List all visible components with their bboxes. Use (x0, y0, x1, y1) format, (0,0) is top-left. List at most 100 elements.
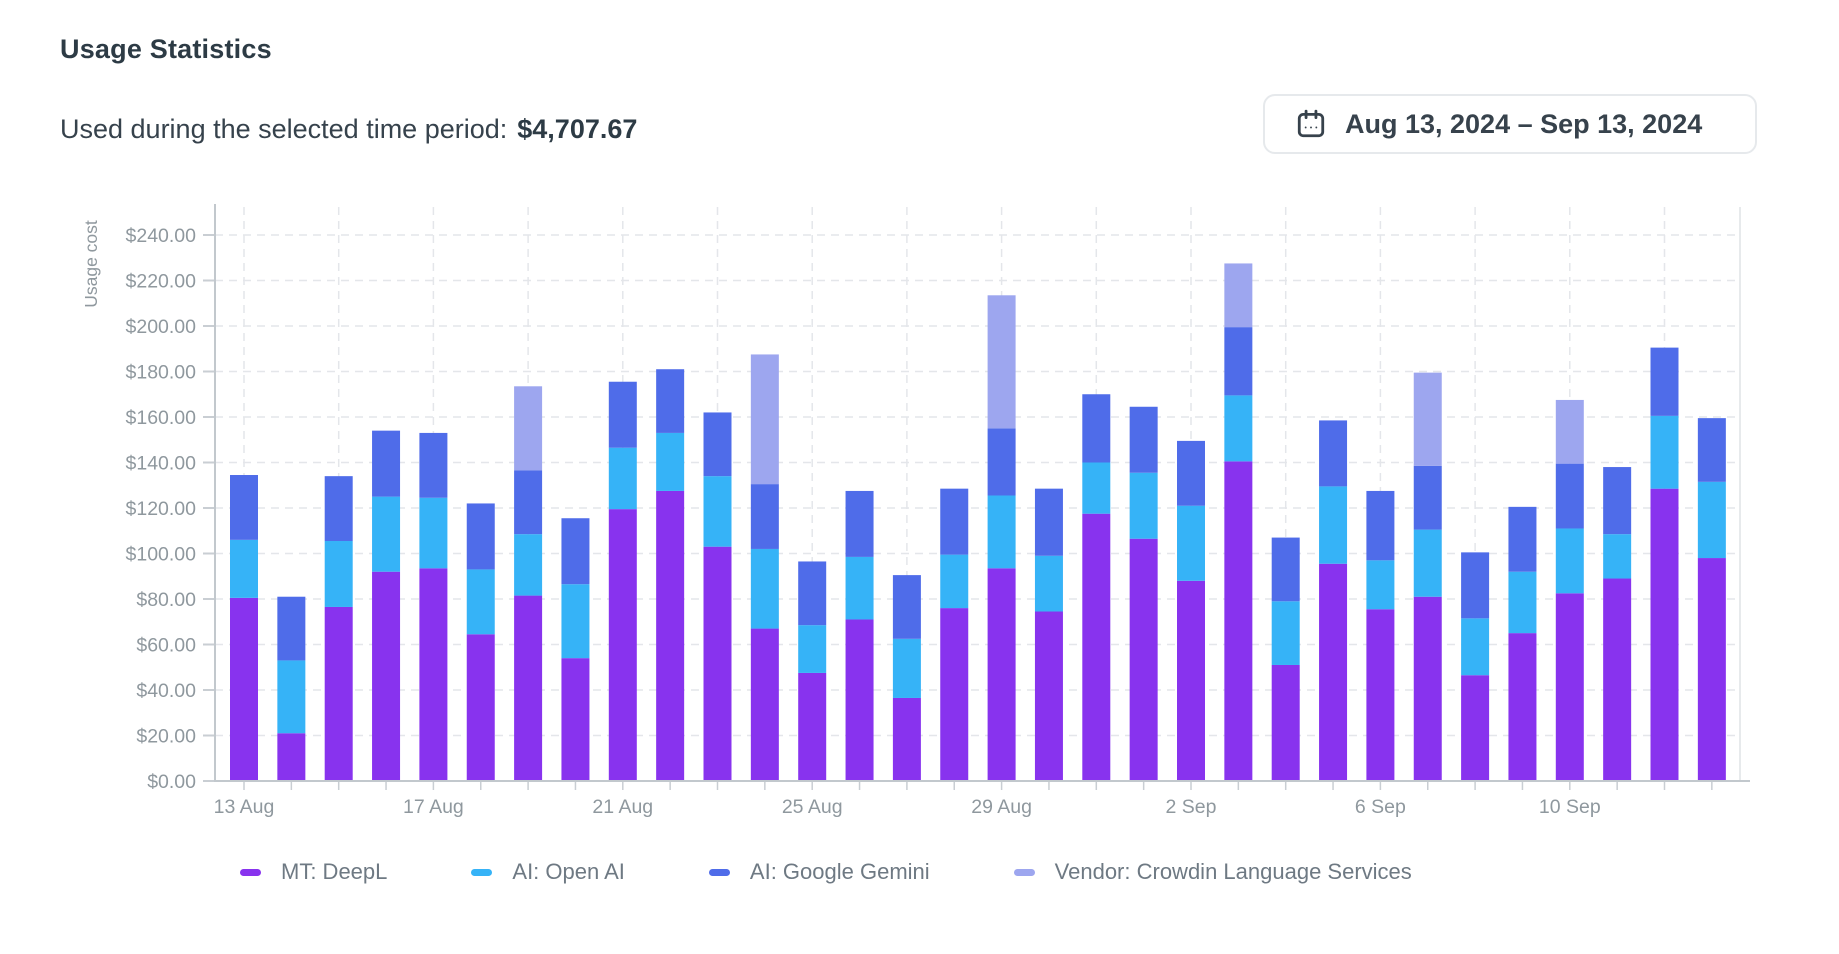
bar-segment[interactable] (1177, 505, 1205, 581)
bar-segment[interactable] (277, 596, 306, 661)
bar-segment[interactable] (845, 490, 874, 557)
bar-segment[interactable] (1129, 472, 1158, 539)
bar-segment[interactable] (1461, 618, 1490, 676)
bar-segment[interactable] (1697, 558, 1726, 781)
bar-segment[interactable] (1082, 462, 1111, 514)
legend-item-1[interactable]: MT: DeepL (240, 859, 387, 885)
bar-segment[interactable] (656, 369, 685, 433)
bar-segment[interactable] (1319, 563, 1348, 781)
bar-segment[interactable] (798, 561, 827, 626)
bar-segment[interactable] (1366, 609, 1395, 781)
bar-segment[interactable] (372, 571, 401, 781)
bar-segment[interactable] (514, 386, 543, 471)
bar-segment[interactable] (1697, 418, 1726, 482)
bar-segment[interactable] (608, 447, 637, 510)
bar-segment[interactable] (324, 476, 353, 541)
bar-segment[interactable] (1413, 529, 1442, 597)
bar-segment[interactable] (230, 539, 258, 598)
bar-segment[interactable] (987, 568, 1016, 781)
bar-segment[interactable] (324, 540, 353, 607)
bar-segment[interactable] (1650, 347, 1679, 416)
bar-segment[interactable] (1082, 513, 1111, 781)
bar-segment[interactable] (1413, 465, 1442, 530)
bar-segment[interactable] (1366, 490, 1395, 561)
bar-segment[interactable] (324, 606, 353, 781)
bar-segment[interactable] (656, 490, 685, 781)
bar-segment[interactable] (656, 432, 685, 491)
bar-segment[interactable] (514, 595, 543, 781)
bar-segment[interactable] (1129, 406, 1158, 473)
bar-segment[interactable] (1129, 538, 1158, 781)
bar-segment[interactable] (1034, 611, 1063, 781)
bar-segment[interactable] (798, 672, 827, 781)
bar-segment[interactable] (750, 548, 779, 629)
bar-segment[interactable] (1603, 534, 1632, 579)
bar-segment[interactable] (372, 430, 401, 497)
legend-item-4[interactable]: Vendor: Crowdin Language Services (1013, 859, 1412, 885)
bar-segment[interactable] (1508, 633, 1537, 781)
bar-segment[interactable] (1319, 486, 1348, 564)
bar-segment[interactable] (1034, 488, 1063, 556)
bar-segment[interactable] (703, 546, 732, 781)
bar-segment[interactable] (1271, 537, 1300, 602)
bar-segment[interactable] (1697, 481, 1726, 559)
bar-segment[interactable] (561, 518, 590, 585)
bar-segment[interactable] (419, 497, 448, 569)
bar-segment[interactable] (277, 660, 306, 734)
bar-segment[interactable] (230, 475, 258, 540)
legend-item-2[interactable]: AI: Open AI (471, 859, 625, 885)
bar-segment[interactable] (1461, 552, 1490, 619)
bar-segment[interactable] (1319, 420, 1348, 487)
bar-segment[interactable] (845, 556, 874, 620)
bar-segment[interactable] (940, 488, 969, 555)
bar-segment[interactable] (514, 470, 543, 535)
legend-item-3[interactable]: AI: Google Gemini (708, 859, 930, 885)
bar-segment[interactable] (987, 295, 1016, 429)
bar-segment[interactable] (1366, 560, 1395, 610)
bar-segment[interactable] (987, 495, 1016, 569)
bar-segment[interactable] (1650, 415, 1679, 489)
bar-segment[interactable] (419, 568, 448, 781)
bar-segment[interactable] (1650, 488, 1679, 781)
bar-segment[interactable] (703, 412, 732, 477)
bar-segment[interactable] (1413, 372, 1442, 466)
bar-segment[interactable] (608, 381, 637, 448)
bar-segment[interactable] (1603, 578, 1632, 781)
bar-segment[interactable] (1508, 506, 1537, 572)
bar-segment[interactable] (1413, 596, 1442, 781)
bar-segment[interactable] (940, 554, 969, 609)
bar-segment[interactable] (1271, 664, 1300, 781)
bar-segment[interactable] (1508, 571, 1537, 634)
bar-segment[interactable] (750, 354, 779, 485)
bar-segment[interactable] (1224, 461, 1253, 781)
bar-segment[interactable] (1271, 601, 1300, 665)
bar-segment[interactable] (892, 575, 921, 639)
bar-segment[interactable] (1224, 327, 1253, 396)
bar-segment[interactable] (892, 638, 921, 698)
bar-segment[interactable] (1034, 555, 1063, 612)
bar-segment[interactable] (561, 584, 590, 659)
bar-segment[interactable] (1177, 440, 1205, 506)
bar-segment[interactable] (608, 509, 637, 781)
bar-segment[interactable] (987, 428, 1016, 496)
bar-segment[interactable] (1177, 580, 1205, 781)
bar-segment[interactable] (1224, 263, 1253, 328)
bar-segment[interactable] (1555, 593, 1584, 781)
bar-segment[interactable] (892, 697, 921, 781)
bar-segment[interactable] (750, 484, 779, 549)
bar-segment[interactable] (1603, 467, 1632, 535)
bar-segment[interactable] (1461, 675, 1490, 781)
bar-segment[interactable] (1555, 399, 1584, 464)
bar-segment[interactable] (1224, 395, 1253, 462)
date-range-picker[interactable]: Aug 13, 2024 – Sep 13, 2024 (1263, 94, 1757, 154)
bar-segment[interactable] (1082, 394, 1111, 463)
bar-segment[interactable] (466, 634, 495, 781)
bar-segment[interactable] (1555, 463, 1584, 529)
bar-segment[interactable] (1555, 528, 1584, 594)
bar-segment[interactable] (372, 496, 401, 572)
bar-segment[interactable] (277, 733, 306, 781)
bar-segment[interactable] (466, 503, 495, 570)
bar-segment[interactable] (514, 534, 543, 596)
bar-segment[interactable] (703, 476, 732, 547)
bar-segment[interactable] (561, 658, 590, 781)
